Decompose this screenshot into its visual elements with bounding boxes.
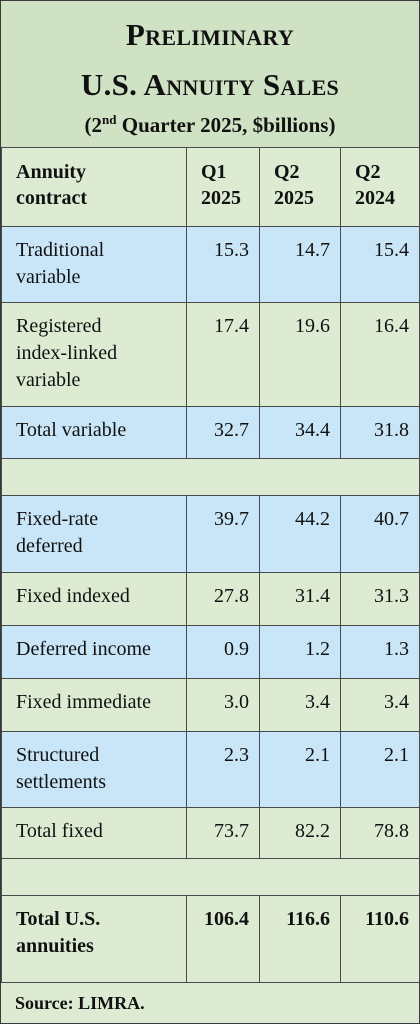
table-row: Total fixed 73.7 82.2 78.8 bbox=[1, 807, 420, 859]
subtitle-suffix: Quarter 2025, $billions) bbox=[116, 113, 336, 137]
cell-q2-2024: 1.3 bbox=[340, 625, 420, 679]
cell-q2-2024: 78.8 bbox=[340, 807, 420, 859]
header-annuity-contract: Annuity contract bbox=[1, 147, 187, 227]
row-label: Fixed indexed bbox=[1, 572, 187, 626]
cell-q1-2025: 27.8 bbox=[186, 572, 260, 626]
cell-q2-2025: 116.6 bbox=[259, 895, 341, 983]
cell-q2-2024: 3.4 bbox=[340, 678, 420, 732]
title-line-1: Preliminary bbox=[125, 17, 295, 52]
cell-q2-2025: 34.4 bbox=[259, 406, 341, 459]
cell-q2-2025: 44.2 bbox=[259, 495, 341, 573]
subtitle-prefix: (2 bbox=[84, 113, 103, 137]
cell-q2-2025: 14.7 bbox=[259, 226, 341, 303]
cell-q2-2025: 19.6 bbox=[259, 302, 341, 407]
cell-q2-2025: 2.1 bbox=[259, 731, 341, 808]
header-q1-2025: Q1 2025 bbox=[186, 147, 260, 227]
spacer-cell bbox=[1, 858, 420, 896]
row-label: Fixed immediate bbox=[1, 678, 187, 732]
cell-q1-2025: 15.3 bbox=[186, 226, 260, 303]
table-row: Deferred income 0.9 1.2 1.3 bbox=[1, 625, 420, 679]
sales-table: Annuity contract Q1 2025 Q2 2025 Q2 2024 Tra… bbox=[1, 147, 420, 983]
row-label: Total variable bbox=[1, 406, 187, 459]
cell-q2-2025: 1.2 bbox=[259, 625, 341, 679]
row-label: Deferred income bbox=[1, 625, 187, 679]
cell-q2-2024: 15.4 bbox=[340, 226, 420, 303]
spacer-row bbox=[1, 458, 420, 496]
cell-q2-2024: 110.6 bbox=[340, 895, 420, 983]
cell-q1-2025: 3.0 bbox=[186, 678, 260, 732]
cell-q2-2024: 40.7 bbox=[340, 495, 420, 573]
row-label: Registered index-linked variable bbox=[1, 302, 187, 407]
cell-q1-2025: 32.7 bbox=[186, 406, 260, 459]
table-row: Total variable 32.7 34.4 31.8 bbox=[1, 406, 420, 459]
cell-q2-2025: 82.2 bbox=[259, 807, 341, 859]
row-label: Total fixed bbox=[1, 807, 187, 859]
table-row-grand-total: Total U.S. annuities 106.4 116.6 110.6 bbox=[1, 895, 420, 983]
header-q2-2024: Q2 2024 bbox=[340, 147, 420, 227]
table-row: Registered index-linked variable 17.4 19.6… bbox=[1, 302, 420, 407]
source-text: Source: LIMRA. bbox=[15, 993, 145, 1013]
cell-q1-2025: 106.4 bbox=[186, 895, 260, 983]
cell-q1-2025: 2.3 bbox=[186, 731, 260, 808]
spacer-row bbox=[1, 858, 420, 896]
cell-q2-2025: 3.4 bbox=[259, 678, 341, 732]
title-line-2: U.S. Annuity Sales bbox=[80, 67, 340, 102]
table-header-row: Annuity contract Q1 2025 Q2 2025 Q2 2024 bbox=[1, 147, 420, 227]
cell-q1-2025: 17.4 bbox=[186, 302, 260, 407]
table-row: Fixed immediate 3.0 3.4 3.4 bbox=[1, 678, 420, 732]
subtitle: (2nd Quarter 2025, $billions) bbox=[1, 113, 419, 137]
cell-q2-2024: 2.1 bbox=[340, 731, 420, 808]
table-row: Fixed-rate deferred 39.7 44.2 40.7 bbox=[1, 495, 420, 573]
subtitle-ordinal: nd bbox=[102, 112, 117, 127]
cell-q2-2024: 31.8 bbox=[340, 406, 420, 459]
cell-q2-2025: 31.4 bbox=[259, 572, 341, 626]
row-label: Total U.S. annuities bbox=[1, 895, 187, 983]
spacer-cell bbox=[1, 458, 420, 496]
row-label: Structured settlements bbox=[1, 731, 187, 808]
row-label: Fixed-rate deferred bbox=[1, 495, 187, 573]
cell-q1-2025: 0.9 bbox=[186, 625, 260, 679]
cell-q2-2024: 16.4 bbox=[340, 302, 420, 407]
table-row: Traditional variable 15.3 14.7 15.4 bbox=[1, 226, 420, 303]
title-block: Preliminary U.S. Annuity Sales (2nd Quar… bbox=[1, 1, 419, 147]
row-label: Traditional variable bbox=[1, 226, 187, 303]
cell-q1-2025: 39.7 bbox=[186, 495, 260, 573]
cell-q2-2024: 31.3 bbox=[340, 572, 420, 626]
header-q2-2025: Q2 2025 bbox=[259, 147, 341, 227]
table-row: Fixed indexed 27.8 31.4 31.3 bbox=[1, 572, 420, 626]
cell-q1-2025: 73.7 bbox=[186, 807, 260, 859]
table-row: Structured settlements 2.3 2.1 2.1 bbox=[1, 731, 420, 808]
source-note: Source: LIMRA. bbox=[1, 984, 419, 1023]
